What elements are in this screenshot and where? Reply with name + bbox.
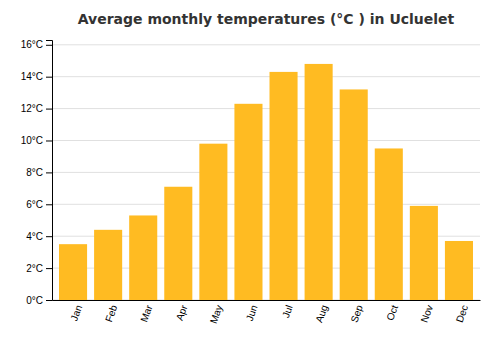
- x-tick: Aug: [313, 304, 329, 324]
- y-tick: 4°C: [26, 231, 52, 242]
- y-tick-label: 0°C: [26, 295, 43, 306]
- y-tick-mark: [46, 140, 52, 141]
- y-tick-mark: [46, 77, 52, 78]
- x-tick: Sep: [348, 303, 365, 324]
- grid-line: [52, 204, 480, 205]
- y-tick-label: 12°C: [21, 103, 43, 114]
- y-tick-label: 16°C: [21, 39, 43, 50]
- chart: 0°C 2°C 4°C 6°C 8°C 10°C 12°C 14°C 16°C Jan Feb Mar…: [0, 0, 500, 350]
- y-tick: 14°C: [21, 71, 52, 82]
- y-tick-mark: [46, 109, 52, 110]
- y-tick-label: 4°C: [26, 231, 43, 242]
- y-tick-mark: [46, 268, 52, 269]
- x-tick-label: May: [208, 304, 225, 326]
- bar: [199, 144, 227, 300]
- y-tick-label: 6°C: [26, 199, 43, 210]
- x-tick-label: Dec: [454, 304, 470, 324]
- y-tick-mark: [46, 204, 52, 205]
- bar: [445, 241, 473, 300]
- y-tick: 2°C: [26, 263, 52, 274]
- plot: 0°C 2°C 4°C 6°C 8°C 10°C 12°C 14°C 16°C Jan Feb Mar…: [21, 39, 481, 325]
- bar: [59, 244, 87, 300]
- bar: [270, 72, 298, 300]
- x-tick-label: Feb: [103, 303, 119, 323]
- y-tick-mark: [46, 300, 52, 301]
- bar: [340, 89, 368, 300]
- y-tick-label: 8°C: [26, 167, 43, 178]
- bar: [410, 206, 438, 300]
- x-tick-label: Mar: [138, 303, 154, 324]
- grid-line: [52, 44, 480, 45]
- x-tick-label: Jan: [68, 304, 84, 323]
- bar: [129, 215, 157, 300]
- x-tick: Jan: [68, 304, 84, 323]
- y-tick-label: 10°C: [21, 135, 43, 146]
- title: Average monthly temperatures (°C ) in Uc…: [78, 11, 455, 27]
- x-tick: Oct: [384, 303, 400, 322]
- x-tick-label: Nov: [419, 304, 435, 324]
- y-axis-line: [46, 41, 53, 301]
- x-tick: Jun: [244, 304, 260, 323]
- x-axis: Jan Feb Mar Apr May Jun Jul Aug Sep Oct Nov Dec: [53, 301, 481, 326]
- x-tick-label: Sep: [348, 303, 365, 324]
- x-tick: Jul: [280, 304, 295, 320]
- x-tick-label: Jun: [244, 304, 260, 323]
- y-axis: 0°C 2°C 4°C 6°C 8°C 10°C 12°C 14°C 16°C: [21, 39, 53, 305]
- x-tick-label: Aug: [313, 304, 329, 324]
- y-tick-label: 14°C: [21, 71, 43, 82]
- grid-line: [52, 140, 480, 141]
- x-tick-label: Jul: [280, 304, 295, 320]
- x-tick: Apr: [174, 303, 190, 322]
- x-tick: Feb: [103, 303, 119, 323]
- bar: [94, 230, 122, 300]
- x-tick: Nov: [419, 304, 435, 324]
- x-tick-label: Oct: [384, 303, 400, 322]
- x-axis-line: [53, 300, 481, 301]
- grid-line: [52, 108, 480, 109]
- y-tick-mark: [46, 45, 52, 46]
- y-tick-mark: [46, 172, 52, 173]
- bar: [305, 64, 333, 300]
- y-tick: 12°C: [21, 103, 52, 114]
- y-tick-label: 2°C: [26, 263, 43, 274]
- bar: [164, 187, 192, 300]
- bar: [375, 148, 403, 300]
- grid-line: [52, 76, 480, 77]
- x-tick: Mar: [138, 303, 154, 324]
- y-tick: 10°C: [21, 135, 52, 146]
- y-tick-mark: [46, 236, 52, 237]
- y-tick: 8°C: [26, 167, 52, 178]
- y-tick: 0°C: [26, 295, 52, 306]
- grid: [52, 45, 480, 300]
- x-tick: Dec: [454, 304, 470, 324]
- y-tick: 16°C: [21, 39, 52, 50]
- grid-line: [52, 172, 480, 173]
- bar: [234, 104, 262, 300]
- y-tick: 6°C: [26, 199, 52, 210]
- x-tick-label: Apr: [174, 303, 190, 322]
- x-tick: May: [208, 304, 225, 326]
- bars: [59, 64, 473, 300]
